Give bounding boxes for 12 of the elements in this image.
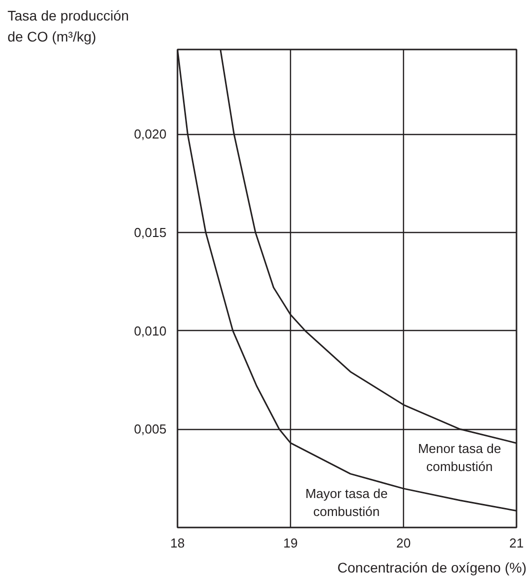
- y-tick-label: 0,005: [134, 422, 167, 437]
- annotation: Mayor tasa de combustión: [305, 486, 388, 519]
- y-axis-title: Tasa de producción de CO (m³/kg): [8, 8, 129, 44]
- y-tick-label: 0,010: [134, 323, 167, 338]
- x-tick-label: 18: [170, 536, 185, 550]
- x-axis-title: Concentración de oxígeno (%): [337, 560, 526, 576]
- annotation: Menor tasa de combustión: [418, 441, 502, 474]
- y-tick-label: 0,020: [134, 126, 167, 142]
- x-tick-label: 21: [509, 536, 524, 550]
- x-tick-label: 20: [396, 536, 411, 550]
- y-tick-label: 0,015: [134, 224, 167, 240]
- x-tick-label: 19: [283, 536, 298, 550]
